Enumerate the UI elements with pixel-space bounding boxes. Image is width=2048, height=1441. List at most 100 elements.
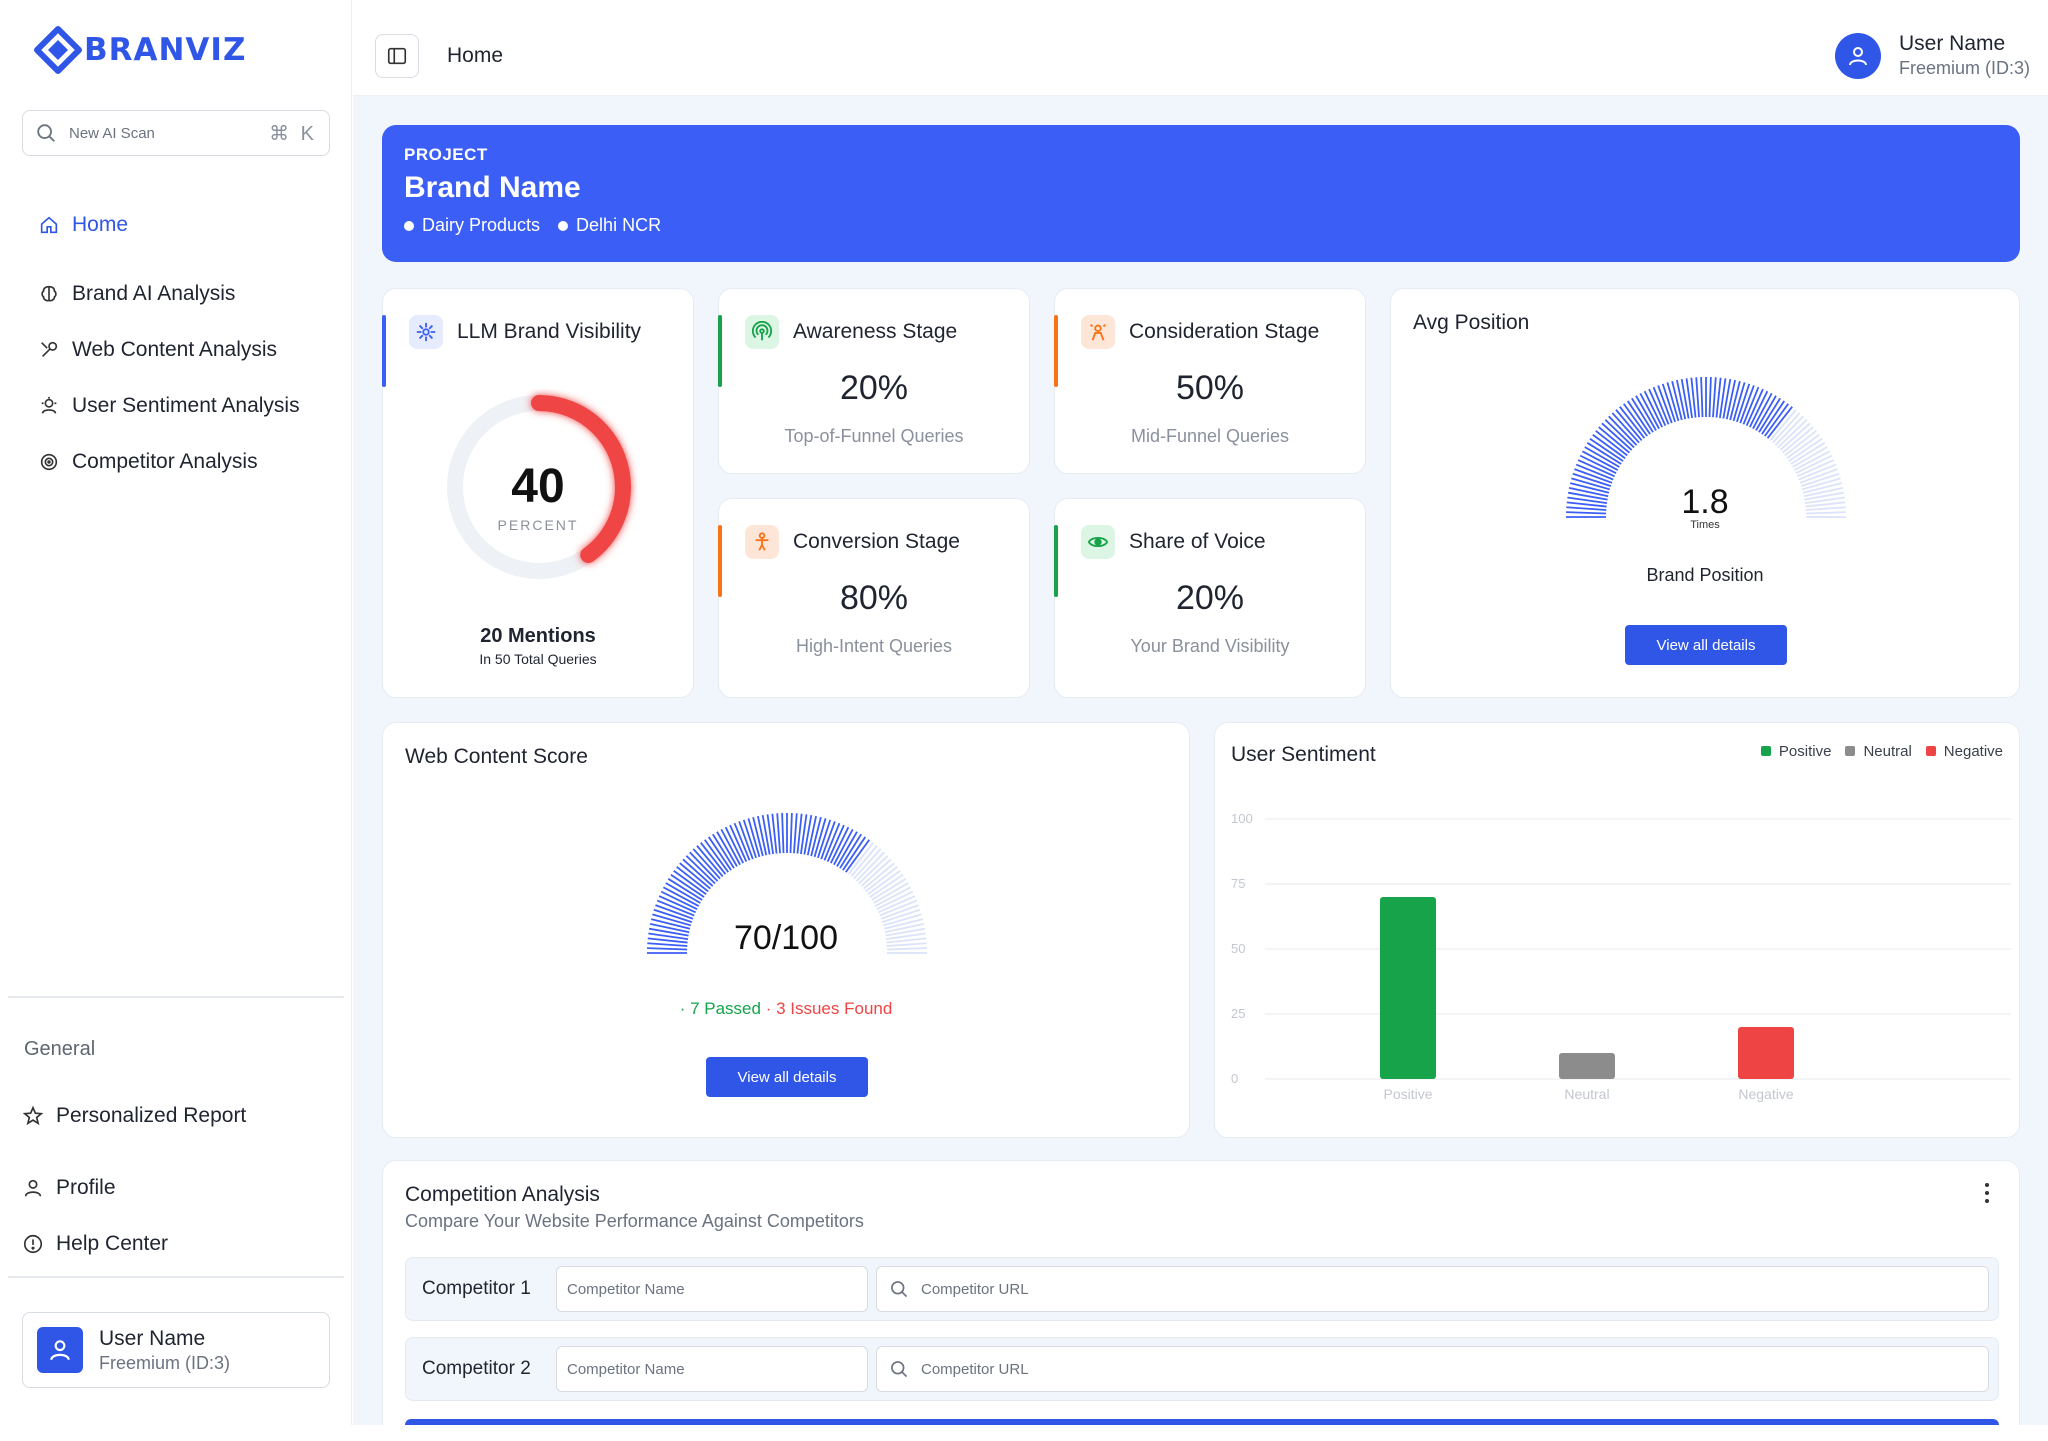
gauge-tick [648, 932, 689, 940]
gauge-tick [1788, 437, 1823, 462]
gauge-tick [1567, 491, 1608, 501]
sidebar-user-card[interactable]: User Name Freemium (ID:3) [22, 1312, 330, 1388]
sidebar-divider [8, 1276, 344, 1278]
competitor-name-input[interactable]: Competitor Name [556, 1346, 868, 1392]
gauge-tick [1577, 459, 1616, 478]
web-content-view-details-button[interactable]: View all details [706, 1057, 868, 1097]
gauge-tick [742, 819, 757, 859]
gauge-tick [860, 858, 892, 887]
sidebar-item-home[interactable]: Home [38, 200, 300, 250]
sidebar-item-help-center[interactable]: Help Center [22, 1216, 246, 1272]
brand-logo[interactable]: BRANVIZ [34, 26, 246, 74]
sidebar-item-personalized-report[interactable]: Personalized Report [22, 1088, 246, 1144]
submit-button-edge[interactable] [405, 1419, 1999, 1425]
competitor-row: Competitor 1 Competitor Name Competitor … [405, 1257, 1999, 1321]
gauge-tick [1722, 378, 1732, 419]
competitor-name-input[interactable]: Competitor Name [556, 1266, 868, 1312]
gauge-tick [655, 904, 694, 920]
sentiment-legend: Positive Neutral Negative [1760, 743, 2003, 760]
gauge-tick [881, 908, 921, 923]
stage-subtitle: Your Brand Visibility [1130, 636, 1290, 656]
stage-value: 50% [1175, 369, 1245, 407]
gauge-tick [1799, 468, 1838, 484]
gauge-tick [883, 918, 924, 930]
gauge-tick [880, 904, 919, 920]
gauge-tick [1648, 388, 1667, 427]
new-ai-scan-search[interactable]: New AI Scan ⌘ K [22, 110, 330, 156]
more-options-icon[interactable] [1983, 1183, 1991, 1203]
card-title: Conversion Stage [793, 530, 960, 553]
gauge-tick [877, 895, 916, 914]
web-content-score-card: Web Content Score 70/100 · 7 Passed · 3 … [382, 722, 1190, 1138]
user-name: User Name [1898, 32, 2006, 55]
gauge-tick [1652, 386, 1670, 425]
gauge-tick [817, 819, 832, 859]
gauge-tick [1804, 496, 1845, 504]
top-bar: Home User Name Freemium (ID:3) [353, 0, 2048, 96]
competitor-url-input[interactable]: Competitor URL [876, 1346, 1989, 1392]
tools-icon [41, 341, 58, 358]
user-icon [1848, 46, 1867, 65]
main-nav: Home Brand AI Analysis Web Content Analy… [38, 200, 300, 490]
gauge-tick [679, 862, 711, 890]
gauge-tick [1622, 403, 1648, 437]
competitor-url-input[interactable]: Competitor URL [876, 1266, 1989, 1312]
gauge-tick [869, 873, 904, 898]
project-banner: PROJECT Brand Name Dairy Products Delhi … [382, 125, 2020, 262]
sidebar-item-label: Home [72, 213, 129, 236]
share-of-voice-card: Share of Voice 20% Your Brand Visibility [1053, 498, 1366, 698]
user-tier: Freemium (ID:3) [1898, 58, 2030, 78]
gauge-tick [1772, 412, 1801, 444]
avg-position-unit: Times [1690, 519, 1720, 531]
gauge-tick [648, 927, 689, 937]
gauge-tick [1671, 380, 1683, 421]
sidebar-item-profile[interactable]: Profile [22, 1160, 246, 1216]
gauge-tick [1805, 511, 1846, 515]
eye-icon [1081, 525, 1115, 559]
gauge-tick [1566, 501, 1607, 508]
sidebar-item-user-sentiment-analysis[interactable]: User Sentiment Analysis [38, 378, 300, 434]
gauge-tick [863, 862, 895, 890]
stage-subtitle: Mid-Funnel Queries [1130, 426, 1290, 446]
gauge-tick [676, 866, 709, 893]
sidebar-item-label: Competitor Analysis [72, 450, 258, 473]
web-content-value: 70/100 [734, 919, 838, 957]
sidebar-item-brand-ai-analysis[interactable]: Brand AI Analysis [38, 266, 300, 322]
gauge-tick [1774, 415, 1804, 446]
card-title: Avg Position [1413, 311, 1530, 334]
gauge-tick [1715, 377, 1722, 418]
gauge-tick [729, 824, 748, 863]
gauge-tick [1604, 419, 1635, 449]
mentions-count: 20 Mentions [480, 625, 596, 647]
gauge-tick [1786, 433, 1820, 459]
sidebar-toggle-button[interactable] [375, 34, 419, 78]
card-title: Competition Analysis [405, 1183, 600, 1206]
competitor-url-placeholder: Competitor URL [921, 1360, 1029, 1378]
gauge-tick [1695, 377, 1700, 418]
gauge-tick [647, 947, 688, 951]
sidebar-item-label: Profile [56, 1176, 116, 1199]
legend-item-negative: Negative [1925, 743, 2003, 760]
gauge-tick [660, 890, 698, 910]
gauge-tick [1761, 400, 1786, 435]
gauge-tick [845, 839, 871, 873]
top-user-menu[interactable]: User Name Freemium (ID:3) [1834, 32, 2030, 79]
sidebar-item-web-content-analysis[interactable]: Web Content Analysis [38, 322, 300, 378]
stage-value: 20% [839, 369, 909, 407]
gauge-tick [853, 848, 882, 880]
project-tag: Delhi NCR [558, 215, 661, 236]
y-tick-label: 75 [1231, 876, 1245, 891]
gauge-tick [847, 842, 874, 875]
gauge-tick [1611, 412, 1640, 444]
target-icon [40, 453, 58, 471]
avg-position-view-details-button[interactable]: View all details [1625, 625, 1787, 665]
gauge-tick [820, 821, 836, 860]
gauge-tick [1635, 395, 1657, 431]
gauge-tick [793, 813, 798, 854]
avatar [1834, 32, 1881, 79]
gauge-tick [1777, 419, 1808, 449]
gauge-tick [1586, 442, 1622, 465]
sidebar-item-competitor-analysis[interactable]: Competitor Analysis [38, 434, 300, 490]
gauge-tick [789, 813, 793, 854]
card-accent [717, 315, 722, 387]
